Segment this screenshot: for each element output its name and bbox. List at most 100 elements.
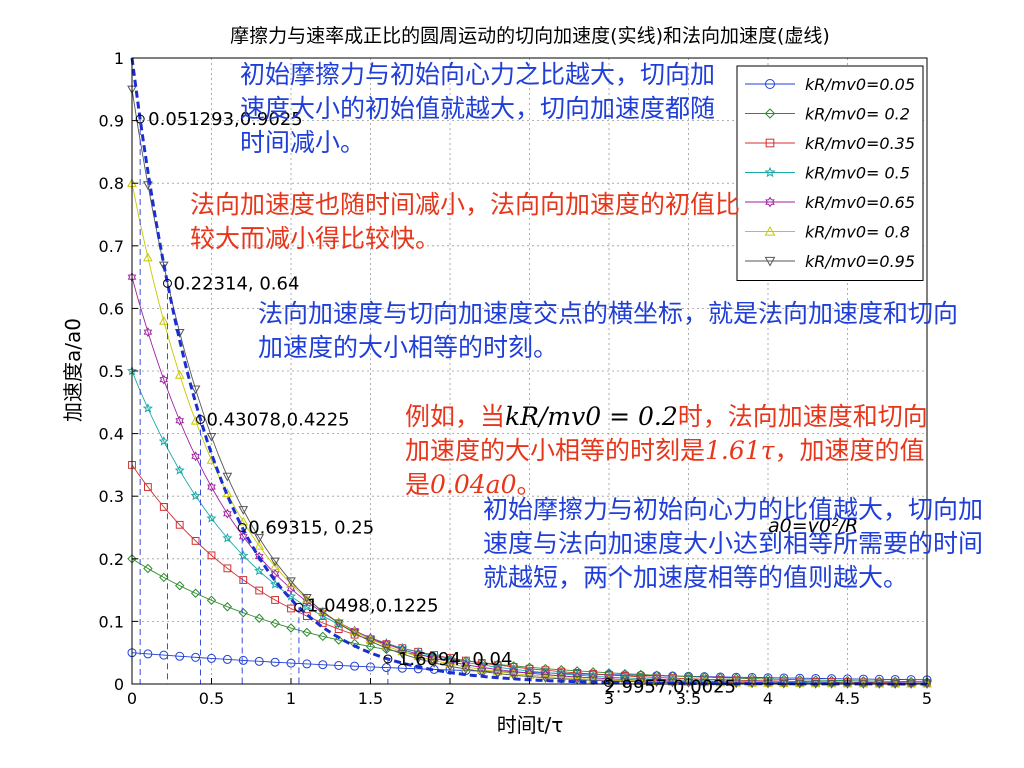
- triangle-down-marker: [143, 181, 153, 191]
- y-axis-label: 加速度a/a0: [61, 318, 85, 422]
- legend-item: kR/mv0= 0.8: [745, 223, 910, 242]
- triangle-down-marker: [508, 671, 519, 681]
- intersection-label: 0.22314, 0.64: [173, 273, 299, 294]
- example-formula: kR/mv0 = 0.2: [505, 402, 678, 431]
- square-marker: [144, 483, 152, 491]
- square-marker: [271, 596, 280, 604]
- hexagram-marker: [143, 327, 153, 338]
- star-marker: [158, 436, 169, 446]
- triangle-up-marker: [508, 668, 519, 678]
- triangle-down-marker: [333, 619, 344, 629]
- intersection-label: 0.43078,0.4225: [206, 410, 349, 431]
- square-marker: [223, 564, 232, 573]
- circle-marker: [270, 657, 280, 667]
- circle-marker: [175, 651, 185, 661]
- star-marker: [142, 403, 153, 413]
- y-tick-label: 0: [114, 675, 124, 694]
- triangle-up-marker: [651, 676, 662, 686]
- diamond-marker: [159, 572, 169, 583]
- diamond-marker: [222, 602, 233, 612]
- diamond-marker: [365, 641, 376, 652]
- hexagram-marker: [572, 672, 582, 682]
- hexagram-marker: [525, 668, 534, 679]
- hexagram-marker: [270, 568, 280, 579]
- y-tick-label: 0.7: [99, 237, 124, 256]
- triangle-down-marker: [286, 577, 296, 587]
- diamond-marker: [333, 635, 344, 645]
- diamond-marker: [174, 580, 185, 591]
- y-tick-label: 0.3: [99, 487, 124, 506]
- intersection-marker: [294, 602, 304, 612]
- triangle-down-marker: [190, 385, 201, 395]
- x-tick-label: 5: [922, 689, 932, 708]
- legend-item: kR/mv0=0.65: [745, 193, 915, 212]
- legend-item: kR/mv0=0.35: [745, 134, 915, 153]
- star-marker: [174, 465, 185, 475]
- legend-item: kR/mv0=0.05: [745, 75, 915, 94]
- hexagram-marker: [302, 596, 312, 607]
- circle-marker: [254, 656, 264, 666]
- triangle-down-marker: [349, 629, 360, 639]
- diamond-marker: [270, 618, 280, 629]
- x-tick-label: 3.5: [676, 689, 701, 708]
- star-marker: [254, 565, 265, 576]
- intersection-label: 0.051293,0.9025: [148, 109, 303, 130]
- intersection-marker: [162, 278, 172, 288]
- triangle-up-marker: [445, 658, 455, 668]
- circle-marker: [765, 79, 775, 89]
- hexagram-marker: [413, 649, 423, 660]
- example-text-d: 。: [516, 470, 542, 499]
- circle-marker: [636, 670, 646, 680]
- star-marker: [476, 659, 487, 670]
- intersection-label: 1.0498,0.1225: [307, 595, 439, 616]
- circle-marker: [143, 649, 153, 659]
- legend: kR/mv0=0.05 kR/mv0= 0.2 kR/mv0=0.35 kR/mv0=…: [736, 65, 924, 281]
- intersection-label: 2.9957,0.0025: [604, 676, 736, 697]
- star-marker: [460, 657, 471, 667]
- example-text-b: 时，法向加速度和切向加速度的大小相等的时刻是: [405, 402, 928, 465]
- x-tick-label: 1: [286, 689, 296, 708]
- hexagram-marker: [366, 632, 375, 643]
- square-marker: [255, 586, 264, 595]
- x-axis-label: 时间t/τ: [497, 713, 564, 737]
- star-marker: [206, 513, 217, 523]
- triangle-up-marker: [349, 626, 360, 636]
- y-tick-label: 0.5: [99, 362, 124, 381]
- circle-marker: [191, 652, 201, 662]
- legend-label: kR/mv0= 0.8: [805, 223, 910, 242]
- annotation-tangential-initial: 初始摩擦力与初始向心力之比越大，切向加速度大小的初始值就越大，切向加速度都随时间…: [240, 60, 716, 157]
- hexagram-marker: [238, 531, 248, 542]
- intersection-label: 1.6094, 0.04: [398, 649, 513, 670]
- hexagram-marker: [175, 415, 185, 426]
- circle-marker: [334, 660, 344, 670]
- intersection-marker: [195, 415, 205, 425]
- square-marker: [525, 664, 534, 673]
- example-value: 0.04a0: [430, 470, 517, 499]
- square-marker: [191, 536, 200, 545]
- legend-item: kR/mv0=0.95: [745, 252, 915, 271]
- square-marker: [541, 666, 550, 675]
- triangle-up-marker: [270, 561, 280, 571]
- diamond-marker: [302, 627, 312, 638]
- triangle-down-marker: [238, 506, 249, 515]
- circle-marker: [302, 659, 312, 669]
- triangle-down-marker: [381, 644, 392, 654]
- diamond-marker: [190, 588, 201, 598]
- annotation-example: 例如，当kR/mv0 = 0.2时，法向加速度和切向加速度的大小相等的时刻是1.…: [405, 366, 935, 502]
- legend-label: kR/mv0= 0.2: [805, 105, 910, 124]
- square-marker: [175, 520, 184, 529]
- annotation-intersection-meaning: 法向加速度与切向加速度交点的横坐标，就是法向加速度和切向加速度的大小相等的时刻。: [258, 299, 959, 362]
- ticks: 0 0.5 1 1.5 2 2.5 3 3.5 4 4.5 5 0 0.1 0.2 0.3 0.4 0.5 0.6…: [99, 49, 933, 708]
- hexagram-marker: [223, 508, 232, 519]
- triangle-down-marker: [461, 665, 471, 675]
- hexagram-marker: [541, 669, 550, 680]
- annotation-normal-decrease: 法向加速度也随时间减小，法向向加速度的初值比较大而减小得比较快。: [190, 190, 741, 253]
- hexagram-marker: [429, 653, 439, 664]
- triangle-down-marker: [158, 261, 169, 271]
- annotation-ratio-effect: 初始摩擦力与初始向心力的比值越大，切向加速度与法向加速度大小达到相等所需要的时间…: [483, 495, 984, 592]
- circle-marker: [350, 661, 360, 671]
- triangle-up-marker: [254, 540, 265, 550]
- triangle-up-marker: [190, 415, 201, 425]
- triangle-down-marker: [317, 607, 328, 617]
